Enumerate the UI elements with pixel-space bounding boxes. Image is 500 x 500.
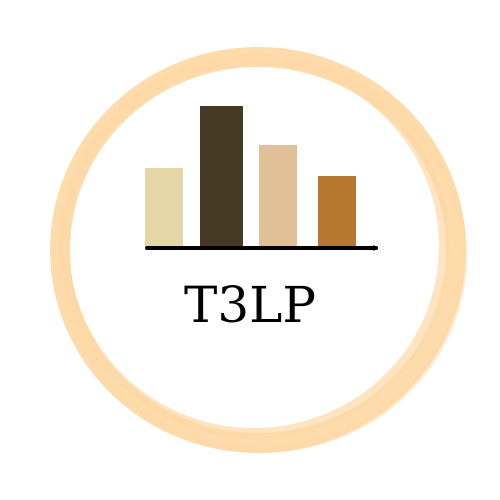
bar-1: [145, 168, 183, 246]
bar-2: [200, 106, 243, 246]
bar-3: [259, 145, 297, 246]
logo-wordmark: T3LP: [184, 276, 316, 334]
brush-ring: [50, 47, 467, 453]
bar-group: [145, 106, 356, 246]
bar-4: [318, 176, 356, 246]
